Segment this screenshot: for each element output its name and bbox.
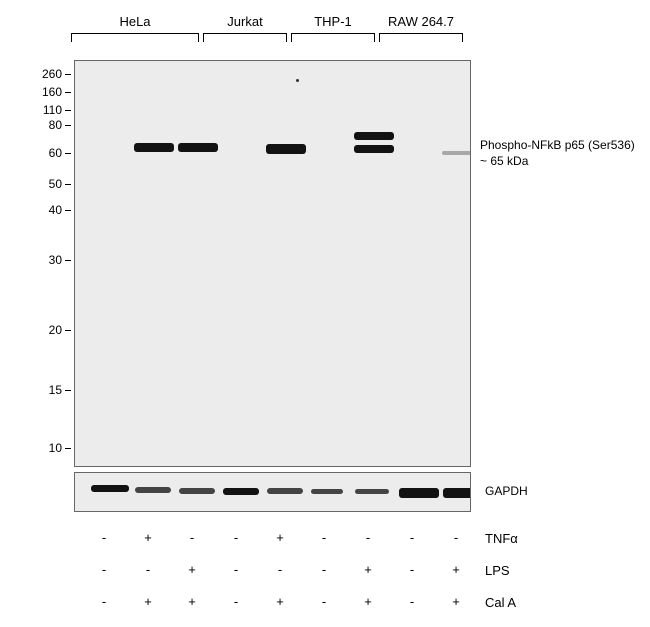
treatment-symbol: + — [358, 594, 378, 609]
mw-marker-label: 15 — [32, 383, 62, 397]
treatment-symbol: + — [358, 562, 378, 577]
treatment-name: LPS — [485, 563, 510, 578]
cell-line-bracket — [379, 33, 463, 42]
mw-marker-label: 10 — [32, 441, 62, 455]
cell-line-bracket — [203, 33, 287, 42]
phospho-band — [266, 144, 306, 154]
cell-line-label: THP-1 — [291, 14, 375, 29]
gapdh-band — [311, 489, 343, 494]
blot-speck — [296, 79, 299, 82]
treatment-symbol: - — [226, 594, 246, 609]
treatment-name: TNFα — [485, 531, 518, 546]
gapdh-band — [399, 488, 439, 498]
treatment-symbol: + — [446, 562, 466, 577]
cell-line-label: Jurkat — [203, 14, 287, 29]
target-label: Phospho-NFkB p65 (Ser536)~ 65 kDa — [480, 138, 635, 169]
treatment-name: Cal A — [485, 595, 516, 610]
gapdh-band — [355, 489, 389, 494]
mw-marker-label: 60 — [32, 146, 62, 160]
treatment-symbol: - — [402, 530, 422, 545]
treatment-symbol: + — [182, 562, 202, 577]
gapdh-band — [91, 485, 129, 492]
treatment-symbol: - — [402, 562, 422, 577]
treatment-symbol: + — [446, 594, 466, 609]
mw-marker-label: 50 — [32, 177, 62, 191]
treatment-symbol: - — [270, 562, 290, 577]
treatment-symbol: - — [182, 530, 202, 545]
mw-marker-label: 160 — [32, 85, 62, 99]
treatment-symbol: + — [138, 530, 158, 545]
mw-marker-tick — [65, 390, 71, 391]
mw-marker-label: 40 — [32, 203, 62, 217]
treatment-symbol: - — [446, 530, 466, 545]
treatment-symbol: - — [358, 530, 378, 545]
phospho-band — [354, 145, 394, 153]
target-name: Phospho-NFkB p65 (Ser536) — [480, 138, 635, 154]
cell-line-bracket — [291, 33, 375, 42]
mw-marker-tick — [65, 74, 71, 75]
gapdh-band — [135, 487, 171, 493]
mw-marker-tick — [65, 92, 71, 93]
gapdh-band — [443, 488, 471, 498]
gapdh-band — [267, 488, 303, 494]
target-mw: ~ 65 kDa — [480, 154, 635, 170]
treatment-symbol: - — [94, 530, 114, 545]
gapdh-blot — [74, 472, 471, 512]
mw-marker-tick — [65, 448, 71, 449]
treatment-symbol: - — [94, 562, 114, 577]
gapdh-band — [179, 488, 215, 494]
mw-marker-tick — [65, 210, 71, 211]
phospho-band — [442, 151, 471, 155]
phospho-band — [134, 143, 174, 152]
mw-marker-tick — [65, 110, 71, 111]
main-blot — [74, 60, 471, 467]
mw-marker-label: 80 — [32, 118, 62, 132]
gapdh-band — [223, 488, 259, 495]
mw-marker-label: 110 — [32, 103, 62, 117]
mw-marker-label: 30 — [32, 253, 62, 267]
treatment-symbol: - — [314, 530, 334, 545]
treatment-symbol: + — [270, 594, 290, 609]
mw-marker-tick — [65, 184, 71, 185]
treatment-symbol: - — [314, 594, 334, 609]
treatment-symbol: - — [138, 562, 158, 577]
treatment-symbol: + — [270, 530, 290, 545]
cell-line-bracket — [71, 33, 199, 42]
mw-marker-label: 20 — [32, 323, 62, 337]
phospho-band — [178, 143, 218, 152]
treatment-symbol: + — [182, 594, 202, 609]
cell-line-label: RAW 264.7 — [379, 14, 463, 29]
mw-marker-tick — [65, 125, 71, 126]
mw-marker-tick — [65, 153, 71, 154]
cell-line-label: HeLa — [71, 14, 199, 29]
treatment-symbol: - — [94, 594, 114, 609]
gapdh-label: GAPDH — [485, 484, 528, 500]
mw-marker-label: 260 — [32, 67, 62, 81]
treatment-symbol: - — [402, 594, 422, 609]
mw-marker-tick — [65, 260, 71, 261]
phospho-band — [354, 132, 394, 140]
mw-marker-tick — [65, 330, 71, 331]
treatment-symbol: - — [226, 530, 246, 545]
treatment-symbol: - — [314, 562, 334, 577]
treatment-symbol: + — [138, 594, 158, 609]
treatment-symbol: - — [226, 562, 246, 577]
